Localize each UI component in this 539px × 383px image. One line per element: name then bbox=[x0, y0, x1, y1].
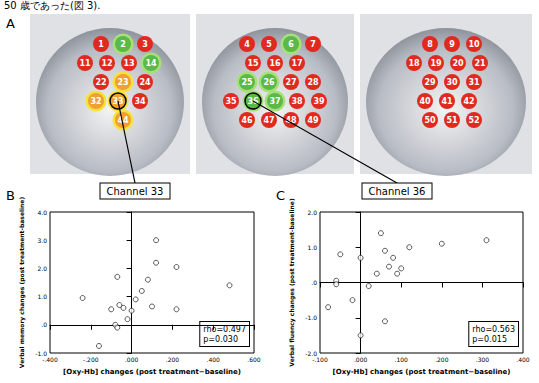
svg-text:rho=0.563: rho=0.563 bbox=[472, 325, 515, 334]
svg-text:-2.0: -2.0 bbox=[305, 349, 317, 357]
svg-text:12: 12 bbox=[101, 59, 112, 68]
svg-text:40: 40 bbox=[419, 97, 431, 106]
svg-text:23: 23 bbox=[117, 78, 128, 87]
svg-text:.000: .000 bbox=[125, 356, 139, 363]
svg-text:[Oxy-Hb] changes (post treatme: [Oxy-Hb] changes (post treatment−baselin… bbox=[332, 368, 510, 376]
svg-text:11: 11 bbox=[79, 59, 91, 68]
svg-text:-1.0: -1.0 bbox=[305, 314, 317, 321]
svg-text:.400: .400 bbox=[516, 356, 530, 363]
svg-text:.200: .200 bbox=[435, 356, 449, 363]
svg-text:B: B bbox=[6, 188, 15, 203]
svg-text:.100: .100 bbox=[395, 356, 409, 363]
svg-text:Channel 33: Channel 33 bbox=[107, 186, 164, 197]
svg-text:34: 34 bbox=[134, 97, 146, 106]
svg-text:.0: .0 bbox=[311, 279, 317, 286]
svg-text:6: 6 bbox=[288, 40, 294, 49]
svg-text:p=0.030: p=0.030 bbox=[203, 335, 238, 344]
svg-text:26: 26 bbox=[263, 78, 275, 87]
svg-text:13: 13 bbox=[123, 59, 134, 68]
svg-text:41: 41 bbox=[441, 97, 453, 106]
svg-text:19: 19 bbox=[430, 59, 442, 68]
svg-text:-1.0: -1.0 bbox=[35, 349, 47, 357]
svg-text:1.0: 1.0 bbox=[307, 244, 317, 251]
svg-text:1: 1 bbox=[98, 40, 104, 49]
svg-text:49: 49 bbox=[307, 116, 319, 125]
svg-text:Channel 36: Channel 36 bbox=[369, 186, 426, 197]
svg-text:-.200: -.200 bbox=[83, 356, 99, 363]
svg-text:46: 46 bbox=[241, 116, 253, 125]
svg-text:20: 20 bbox=[452, 59, 464, 68]
svg-text:.300: .300 bbox=[476, 356, 490, 363]
svg-text:C: C bbox=[276, 188, 285, 203]
svg-text:42: 42 bbox=[463, 97, 474, 106]
svg-text:2.0: 2.0 bbox=[307, 209, 317, 216]
svg-text:.0: .0 bbox=[41, 321, 47, 328]
html-text:50 歳であった(図 3).: 50 歳であった(図 3). bbox=[4, 0, 101, 11]
svg-text:29: 29 bbox=[424, 78, 436, 87]
svg-text:52: 52 bbox=[468, 116, 479, 125]
svg-text:22: 22 bbox=[95, 78, 106, 87]
svg-text:10: 10 bbox=[468, 40, 480, 49]
svg-text:44: 44 bbox=[117, 116, 129, 125]
svg-text:8: 8 bbox=[427, 40, 433, 49]
svg-text:32: 32 bbox=[90, 97, 101, 106]
svg-text:18: 18 bbox=[408, 59, 420, 68]
svg-text:1.0: 1.0 bbox=[37, 293, 47, 300]
svg-text:35: 35 bbox=[225, 97, 237, 106]
svg-text:5: 5 bbox=[266, 40, 272, 49]
svg-text:27: 27 bbox=[285, 78, 296, 87]
svg-text:17: 17 bbox=[291, 59, 302, 68]
svg-text:39: 39 bbox=[313, 97, 325, 106]
svg-text:50: 50 bbox=[424, 116, 436, 125]
svg-text:21: 21 bbox=[474, 59, 486, 68]
svg-text:3: 3 bbox=[142, 40, 148, 49]
svg-text:9: 9 bbox=[449, 40, 455, 49]
svg-text:2: 2 bbox=[120, 40, 126, 49]
svg-text:16: 16 bbox=[269, 59, 281, 68]
svg-text:37: 37 bbox=[269, 97, 280, 106]
svg-text:.600: .600 bbox=[247, 356, 261, 363]
svg-text:rho=0.497: rho=0.497 bbox=[203, 324, 246, 334]
svg-text:51: 51 bbox=[446, 116, 458, 125]
svg-text:15: 15 bbox=[247, 59, 259, 68]
svg-text:48: 48 bbox=[285, 116, 297, 125]
svg-text:.400: .400 bbox=[207, 356, 221, 363]
svg-text:25: 25 bbox=[241, 78, 253, 87]
svg-text:4: 4 bbox=[244, 40, 250, 49]
svg-text:-.400: -.400 bbox=[42, 356, 58, 363]
svg-text:A: A bbox=[6, 16, 15, 31]
svg-text:[Oxy-Hb] changes (post treatme: [Oxy-Hb] changes (post treatment−baselin… bbox=[63, 368, 241, 376]
svg-text:2.0: 2.0 bbox=[37, 265, 47, 272]
svg-text:.200: .200 bbox=[166, 356, 180, 363]
svg-text:-.100: -.100 bbox=[312, 356, 328, 363]
svg-text:.000: .000 bbox=[354, 356, 368, 363]
svg-text:47: 47 bbox=[263, 116, 274, 125]
svg-text:Verbal fluency changes (post t: Verbal fluency changes (post treatment-b… bbox=[288, 198, 296, 367]
svg-text:14: 14 bbox=[145, 59, 157, 68]
svg-text:24: 24 bbox=[139, 78, 151, 87]
svg-text:7: 7 bbox=[310, 40, 316, 49]
svg-text:Verbal memory changes (post tr: Verbal memory changes (post treatment-ba… bbox=[18, 197, 26, 369]
svg-text:4.0: 4.0 bbox=[37, 209, 47, 216]
svg-text:3.0: 3.0 bbox=[37, 237, 47, 244]
svg-text:33: 33 bbox=[112, 97, 123, 106]
svg-text:p=0.015: p=0.015 bbox=[472, 335, 507, 344]
svg-text:28: 28 bbox=[307, 78, 319, 87]
svg-text:30: 30 bbox=[446, 78, 458, 87]
svg-text:31: 31 bbox=[468, 78, 480, 87]
svg-text:38: 38 bbox=[291, 97, 303, 106]
svg-text:36: 36 bbox=[247, 97, 259, 106]
